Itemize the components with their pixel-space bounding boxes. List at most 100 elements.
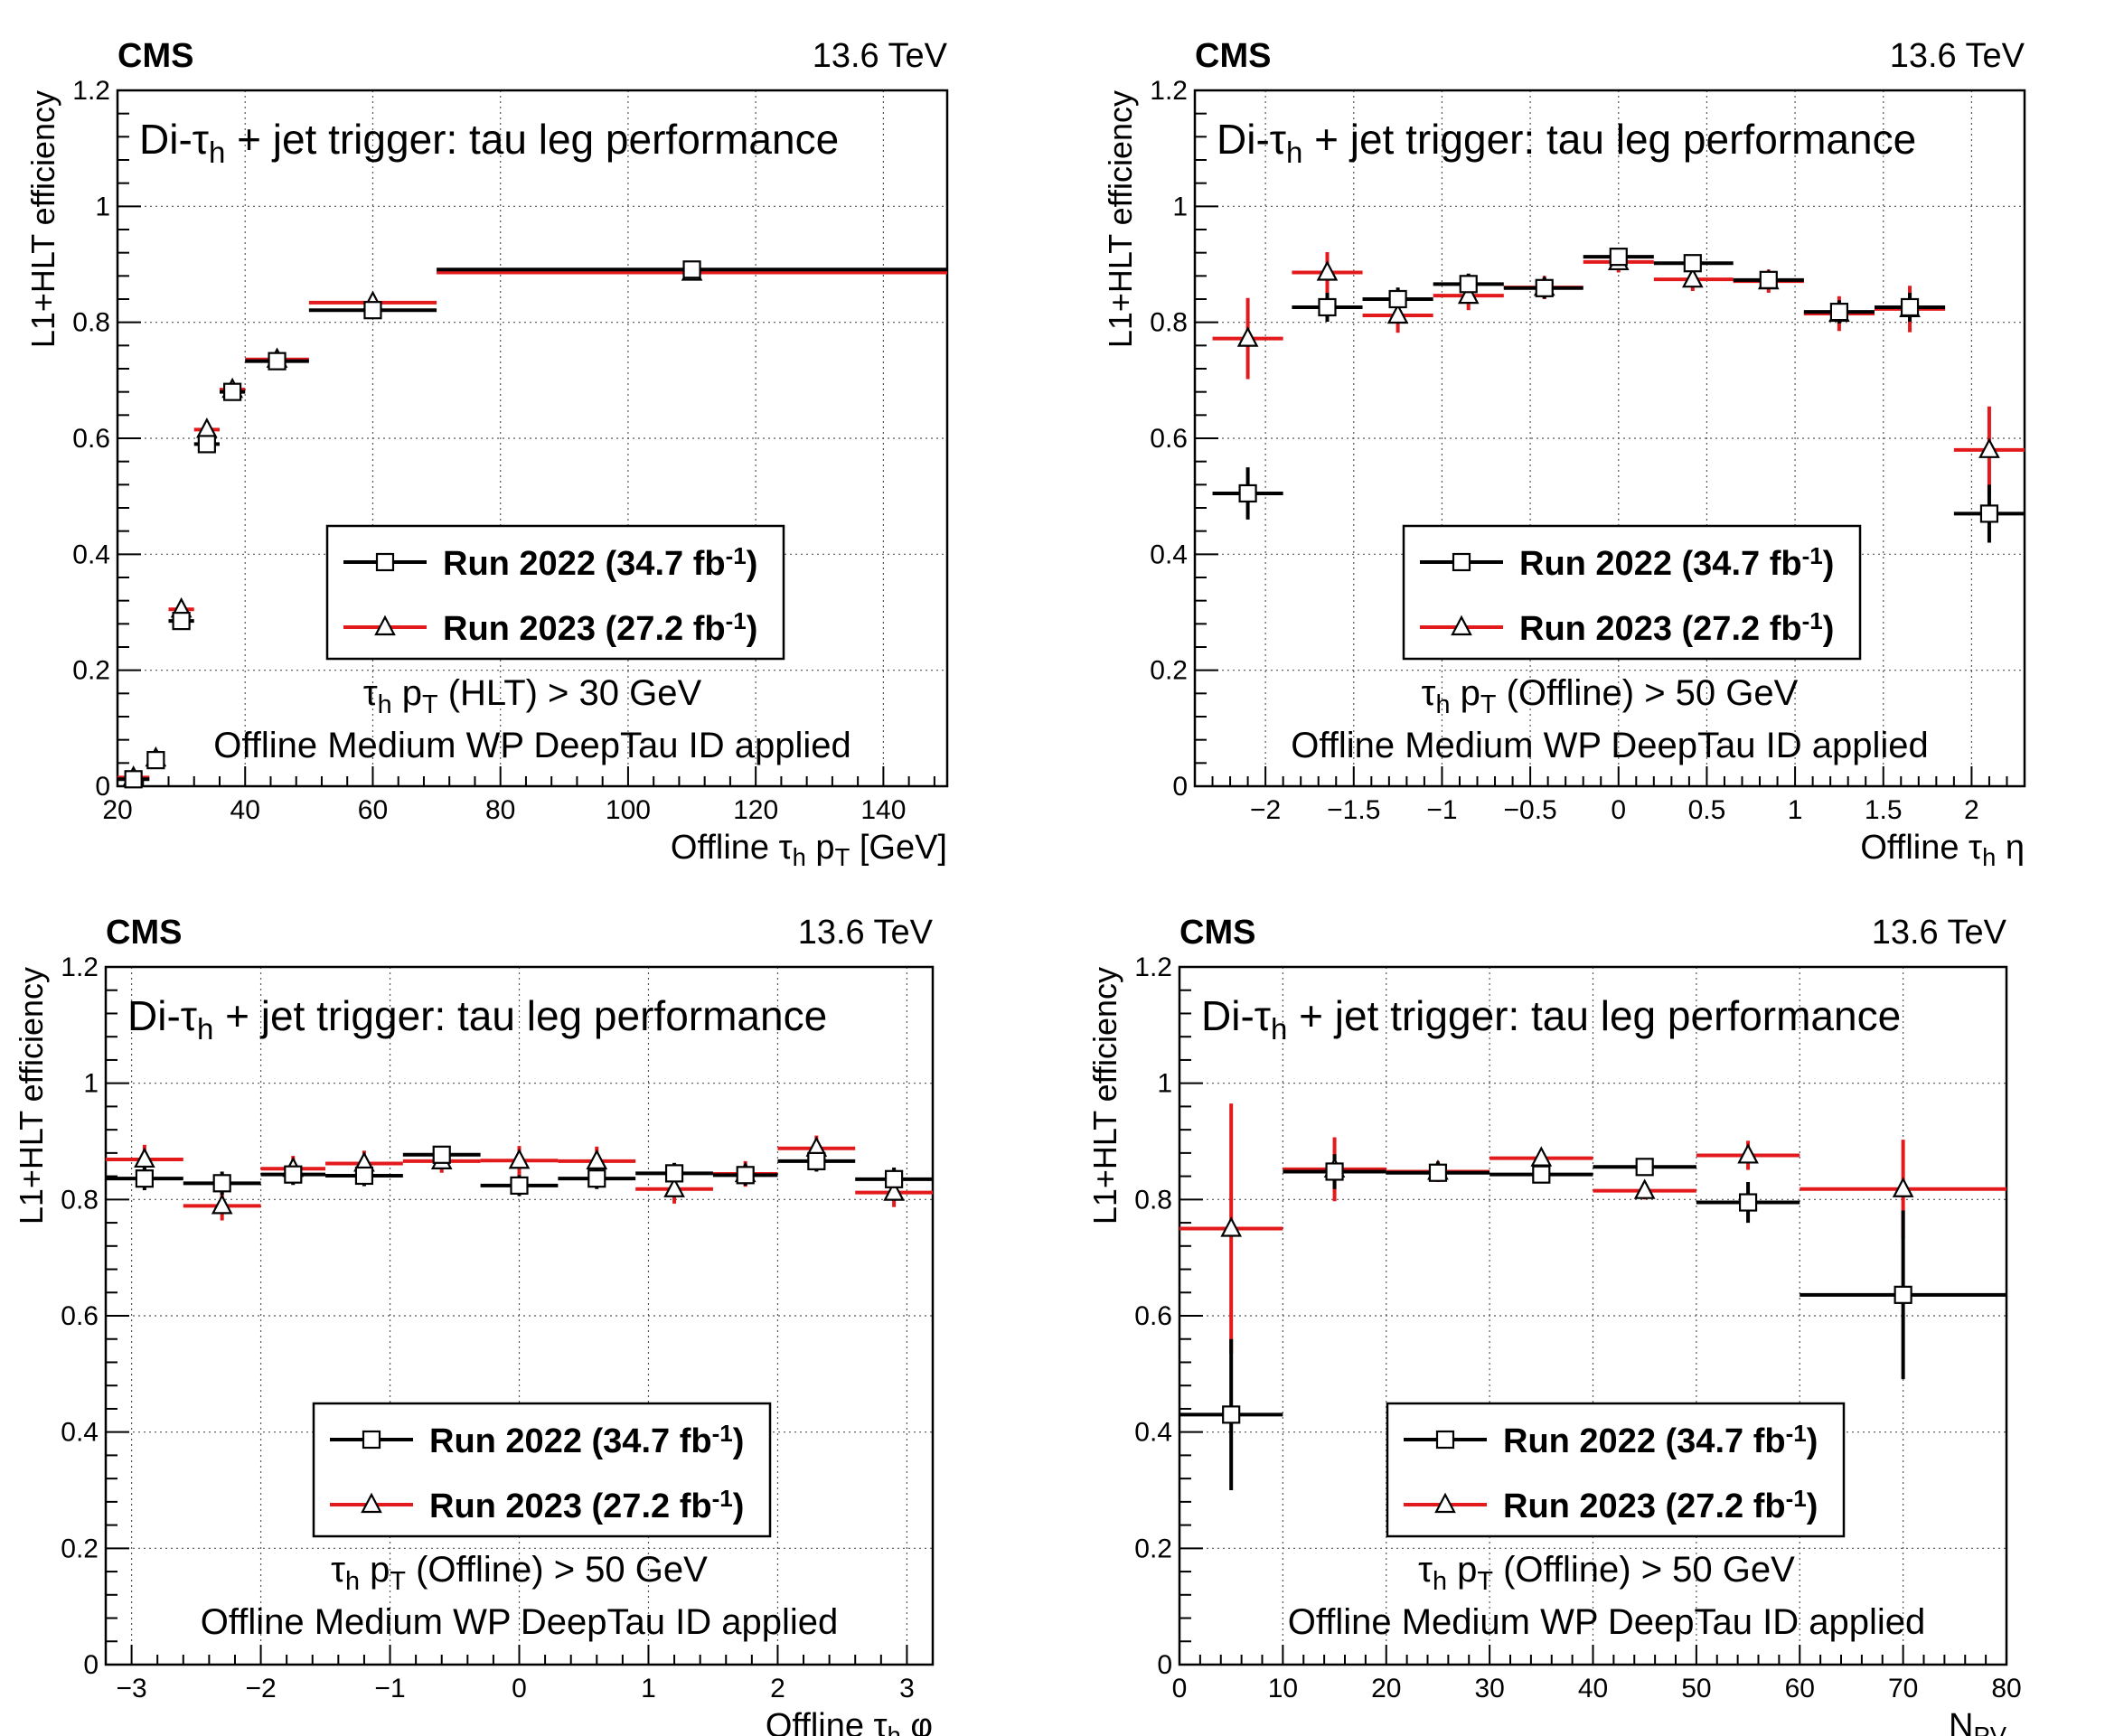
legend-triangle-marker — [1434, 1492, 1456, 1514]
legend: Run 2022 (34.7 fb-1)Run 2023 (27.2 fb-1) — [1402, 524, 1862, 661]
triangle-marker — [883, 1180, 905, 1201]
chart-title-part: h — [209, 136, 225, 169]
y-tick-label: 0.6 — [61, 1301, 99, 1331]
selection-note-part: p — [1447, 1550, 1477, 1590]
y-tick-label: 0.2 — [72, 656, 110, 686]
legend-square-marker — [1452, 552, 1471, 572]
y-axis-label: L1+HLT efficiency — [1102, 90, 1139, 348]
legend-label-main: Run 2023 (27.2 fb — [1519, 610, 1802, 648]
square-marker — [135, 1169, 154, 1188]
x-tick-label: 0 — [512, 1674, 527, 1703]
chart-title: Di-τh + jet trigger: tau leg performance — [1217, 116, 1916, 169]
x-tick-label: −2 — [245, 1674, 276, 1703]
x-axis-label: Offline τh φ — [766, 1707, 933, 1736]
chart-title-part: + jet trigger: tau leg performance — [213, 992, 827, 1039]
triangle-marker — [1457, 283, 1480, 305]
x-tick-label: 140 — [860, 795, 906, 825]
legend-label-sup: -1 — [712, 1420, 733, 1447]
y-tick-label: 0.8 — [1134, 1185, 1172, 1215]
x-tick-label: 0.5 — [1688, 795, 1726, 825]
markers-run2022 — [1238, 248, 1999, 523]
x-axis-label: Offline τh η — [1860, 829, 2025, 871]
selection-note-part: T — [422, 690, 438, 719]
y-tick-label: 1.2 — [61, 952, 99, 982]
legend-triangle-marker — [361, 1492, 382, 1514]
y-tick-label: 0.2 — [61, 1534, 99, 1563]
legend-label-sup: -1 — [1786, 1420, 1807, 1447]
x-axis-label: NPV — [1949, 1707, 2007, 1736]
chart-title-part: Di-τ — [139, 116, 209, 163]
square-marker — [1738, 1193, 1758, 1212]
legend: Run 2022 (34.7 fb-1)Run 2023 (27.2 fb-1) — [325, 524, 785, 661]
plot-frame — [116, 89, 949, 788]
selection-note-part: h — [378, 690, 392, 719]
id-note-part: Offline Medium WP DeepTau ID applied — [213, 726, 851, 765]
legend-label-sup: -1 — [726, 542, 747, 569]
square-marker — [807, 1151, 826, 1170]
y-tick-label: 1.2 — [1150, 76, 1188, 106]
selection-note-part: h — [1435, 690, 1450, 719]
triangle-marker — [1737, 1143, 1759, 1164]
legend-label-close: ) — [733, 1487, 745, 1525]
x-tick-label: −2 — [1250, 795, 1281, 825]
selection-note-part: (Offline) > 50 GeV — [1496, 673, 1798, 713]
legend-label-close: ) — [1823, 545, 1835, 583]
x-tick-label: 20 — [102, 795, 132, 825]
legend-label-close: ) — [747, 545, 758, 583]
x-axis-label-part: h — [1982, 843, 1996, 871]
selection-note: τh pT (Offline) > 50 GeV — [331, 1550, 708, 1596]
x-tick-label: 10 — [1268, 1674, 1298, 1703]
x-tick-label: 20 — [1371, 1674, 1401, 1703]
chart-title-part: Di-τ — [1201, 992, 1271, 1039]
selection-note-part: (Offline) > 50 GeV — [406, 1550, 708, 1590]
square-marker — [363, 301, 382, 320]
selection-note-part: (HLT) > 30 GeV — [438, 673, 702, 713]
markers-run2022 — [124, 260, 701, 789]
square-marker — [1238, 483, 1257, 503]
y-tick-label: 0.4 — [1150, 540, 1188, 569]
x-tick-label: 40 — [230, 795, 260, 825]
id-note-part: Offline Medium WP DeepTau ID applied — [201, 1602, 839, 1642]
x-axis-label-part: [GeV] — [850, 829, 947, 867]
x-tick-label: 60 — [1785, 1674, 1815, 1703]
legend-label-close: ) — [747, 610, 758, 648]
square-marker — [146, 751, 165, 770]
energy-label: 13.6 TeV — [1890, 37, 2025, 75]
square-marker — [172, 612, 191, 631]
square-marker — [1535, 278, 1554, 297]
triangle-marker — [1220, 1216, 1243, 1237]
square-marker — [1222, 1405, 1241, 1424]
chart-title-part: Di-τ — [1217, 116, 1286, 163]
y-tick-label: 0.4 — [61, 1418, 99, 1448]
triangle-marker — [1978, 437, 2000, 458]
legend-label: Run 2023 (27.2 fb-1) — [429, 1485, 744, 1525]
legend-label: Run 2023 (27.2 fb-1) — [1519, 607, 1834, 648]
selection-note-part: p — [360, 1550, 390, 1590]
x-axis-label-part: φ — [901, 1707, 933, 1736]
square-marker — [1894, 1285, 1912, 1304]
square-marker — [682, 260, 701, 279]
square-marker — [1325, 1162, 1344, 1181]
markers-run2022 — [135, 1145, 904, 1195]
square-marker — [1759, 270, 1778, 289]
plot-frame — [104, 965, 935, 1666]
legend-label-main: Run 2022 (34.7 fb — [429, 1422, 712, 1460]
square-marker — [664, 1164, 684, 1183]
plot-frame — [1178, 965, 2008, 1666]
id-note: Offline Medium WP DeepTau ID applied — [213, 726, 851, 765]
y-tick-label: 0.8 — [1150, 308, 1188, 338]
square-marker — [1459, 275, 1478, 294]
selection-note-part: τ — [1422, 673, 1436, 713]
legend-label-sup: -1 — [1802, 542, 1823, 569]
y-tick-label: 1.2 — [1134, 952, 1172, 982]
chart-title: Di-τh + jet trigger: tau leg performance — [1201, 992, 1901, 1046]
legend-label-sup: -1 — [1786, 1485, 1807, 1512]
square-marker — [510, 1176, 529, 1195]
chart-title: Di-τh + jet trigger: tau leg performance — [127, 992, 827, 1046]
y-tick-label: 1 — [83, 1069, 99, 1099]
x-axis-label-part: PV — [1974, 1722, 2007, 1736]
x-tick-label: −1 — [1426, 795, 1457, 825]
